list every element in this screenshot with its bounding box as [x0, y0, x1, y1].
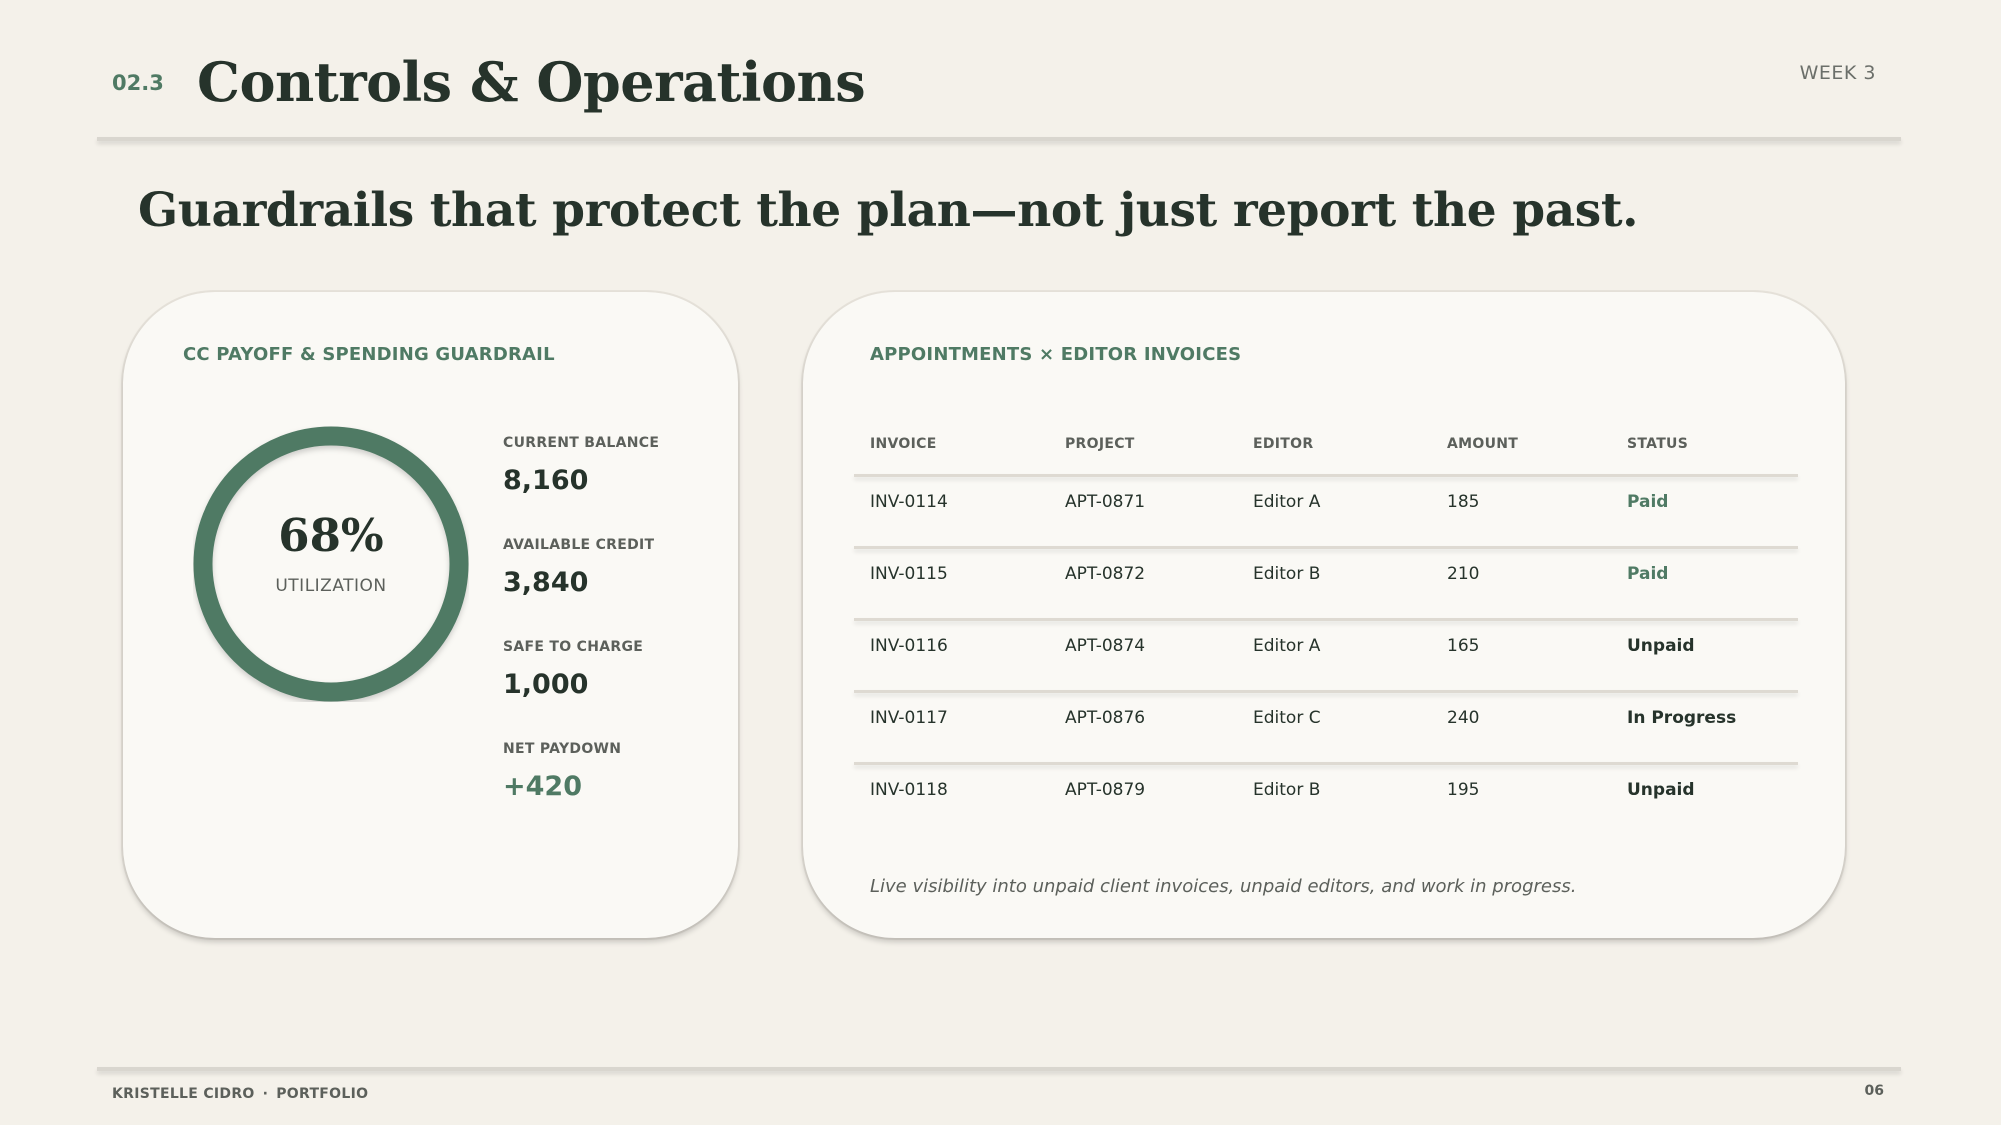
- section-number: 02.3: [112, 71, 164, 95]
- footer-credit: KRISTELLE CIDRO · PORTFOLIO: [112, 1086, 368, 1102]
- cell-project: APT-0876: [1065, 708, 1146, 728]
- utilization-ring-track: [193, 426, 469, 702]
- row-divider: [854, 690, 1798, 693]
- cell-amount: 210: [1447, 564, 1480, 584]
- row-divider: [854, 546, 1798, 549]
- invoices-card: APPOINTMENTS × EDITOR INVOICES INVOICE P…: [803, 292, 1845, 938]
- invoices-footnote: Live visibility into unpaid client invoi…: [870, 876, 1577, 897]
- utilization-value: 68%: [278, 509, 384, 562]
- cell-amount: 165: [1447, 636, 1480, 656]
- cell-invoice: INV-0117: [870, 708, 948, 728]
- cell-editor: Editor A: [1253, 492, 1321, 512]
- row-divider: [854, 762, 1798, 765]
- cell-invoice: INV-0118: [870, 780, 948, 800]
- footer-section: PORTFOLIO: [276, 1086, 369, 1102]
- metric-current-balance: CURRENT BALANCE 8,160: [503, 435, 659, 496]
- cell-status: Unpaid: [1627, 780, 1695, 800]
- guardrail-card: CC PAYOFF & SPENDING GUARDRAIL 68% UTILI…: [123, 292, 738, 938]
- headline: Guardrails that protect the plan—not jus…: [138, 183, 1639, 238]
- cell-amount: 185: [1447, 492, 1480, 512]
- utilization-label: UTILIZATION: [275, 576, 387, 596]
- utilization-ring: [193, 426, 469, 702]
- metric-net-paydown: NET PAYDOWN +420: [503, 741, 621, 802]
- footer-divider: [97, 1067, 1901, 1071]
- guardrail-card-title: CC PAYOFF & SPENDING GUARDRAIL: [183, 344, 555, 365]
- page-title: Controls & Operations: [197, 50, 866, 114]
- metric-value: +420: [503, 771, 582, 802]
- week-label: WEEK 3: [1799, 62, 1876, 84]
- cell-status: Paid: [1627, 492, 1669, 512]
- metric-safe-to-charge: SAFE TO CHARGE 1,000: [503, 639, 643, 700]
- cell-project: APT-0874: [1065, 636, 1146, 656]
- metric-label: AVAILABLE CREDIT: [503, 537, 655, 553]
- cell-invoice: INV-0115: [870, 564, 948, 584]
- metric-label: SAFE TO CHARGE: [503, 639, 644, 655]
- cell-editor: Editor B: [1253, 780, 1321, 800]
- column-header-invoice: INVOICE: [870, 436, 937, 452]
- cell-project: APT-0879: [1065, 780, 1146, 800]
- metric-value: 3,840: [503, 567, 589, 598]
- cell-status: Paid: [1627, 564, 1669, 584]
- column-header-status: STATUS: [1627, 436, 1689, 452]
- column-header-project: PROJECT: [1065, 436, 1135, 452]
- cell-project: APT-0871: [1065, 492, 1146, 512]
- metric-label: CURRENT BALANCE: [503, 435, 660, 451]
- cell-invoice: INV-0114: [870, 492, 948, 512]
- cell-editor: Editor B: [1253, 564, 1321, 584]
- cell-amount: 195: [1447, 780, 1480, 800]
- metric-value: 8,160: [503, 465, 589, 496]
- column-header-amount: AMOUNT: [1447, 436, 1519, 452]
- footer-separator: ·: [262, 1086, 269, 1102]
- cell-invoice: INV-0116: [870, 636, 948, 656]
- page-number: 06: [1864, 1083, 1884, 1099]
- footer-author: KRISTELLE CIDRO: [112, 1086, 255, 1102]
- cell-status: Unpaid: [1627, 636, 1695, 656]
- row-divider: [854, 618, 1798, 621]
- cell-editor: Editor A: [1253, 636, 1321, 656]
- metric-available-credit: AVAILABLE CREDIT 3,840: [503, 537, 654, 598]
- cell-amount: 240: [1447, 708, 1480, 728]
- invoices-card-title: APPOINTMENTS × EDITOR INVOICES: [870, 344, 1242, 365]
- cell-project: APT-0872: [1065, 564, 1146, 584]
- metric-label: NET PAYDOWN: [503, 741, 622, 757]
- column-header-editor: EDITOR: [1253, 436, 1314, 452]
- header-divider: [97, 137, 1901, 141]
- cell-status: In Progress: [1627, 708, 1737, 728]
- row-divider: [854, 474, 1798, 477]
- cell-editor: Editor C: [1253, 708, 1321, 728]
- metric-value: 1,000: [503, 669, 589, 700]
